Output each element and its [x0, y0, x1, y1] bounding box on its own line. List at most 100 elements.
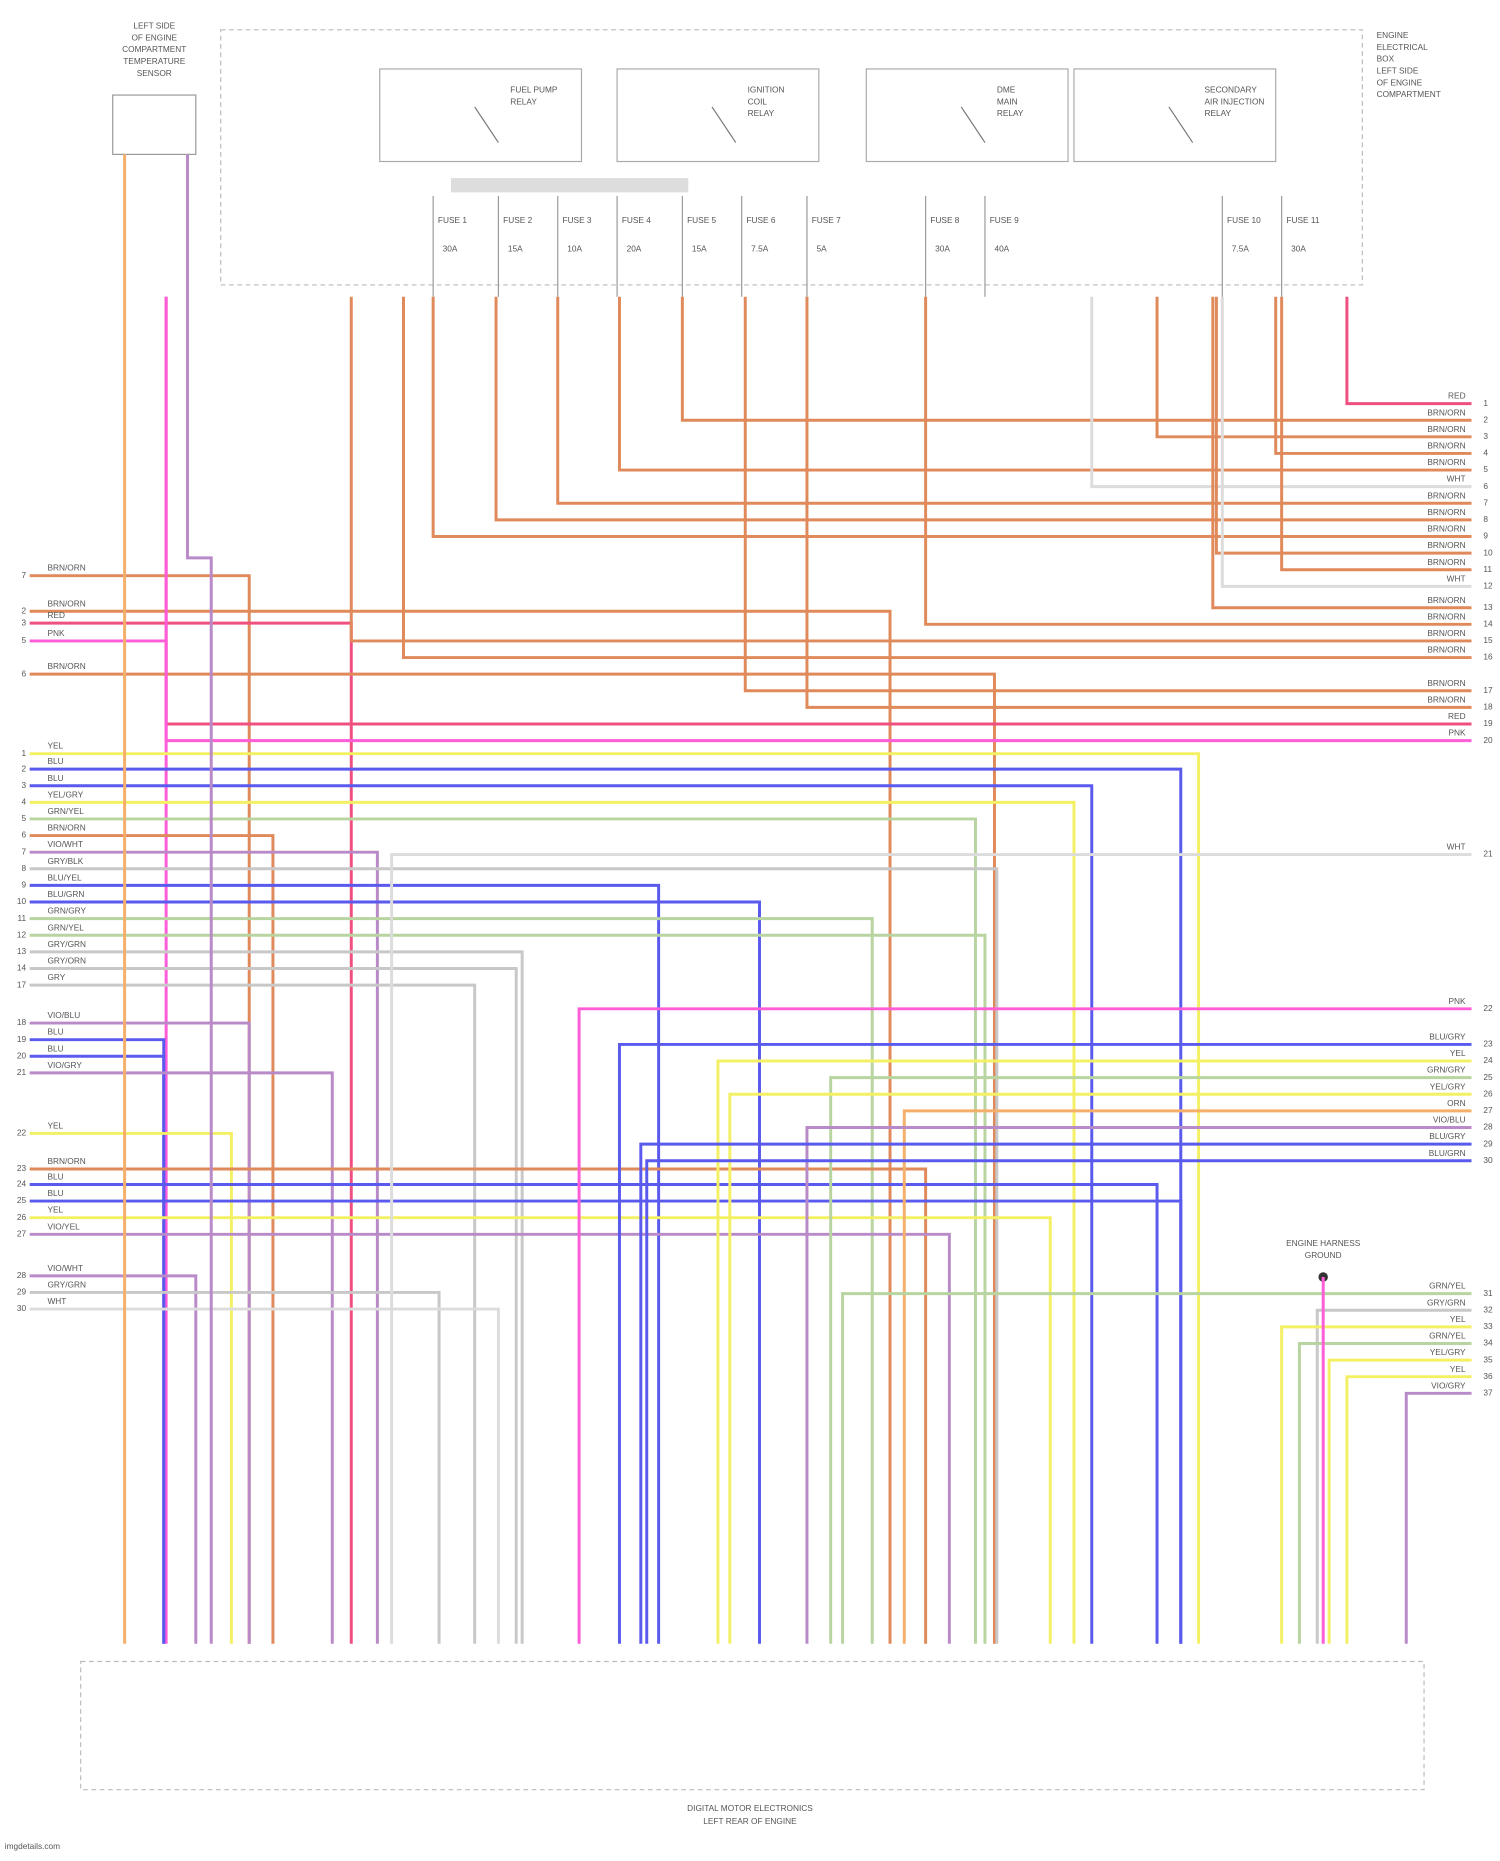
wire [617, 1042, 1472, 1644]
wire [29, 752, 1201, 1644]
wire [29, 950, 524, 1644]
wire-color: YEL/GRY [1430, 1081, 1466, 1091]
wire [29, 1199, 1183, 1644]
wire [1327, 1358, 1472, 1644]
pin-number: 34 [1483, 1338, 1493, 1348]
pin-number: 19 [17, 1034, 27, 1044]
wire-color: BRN/ORN [1427, 407, 1465, 417]
wire-color: BRN/ORN [1427, 611, 1465, 621]
wire [29, 900, 761, 1644]
wire [29, 1021, 251, 1644]
wire [494, 296, 1472, 522]
pin-number: 11 [17, 913, 26, 923]
fuse-name: FUSE 3 [563, 215, 592, 225]
wire [29, 834, 275, 1644]
pin-number: 2 [21, 763, 26, 773]
wire-color: PNK [1449, 728, 1467, 738]
label: ENGINE [1377, 30, 1409, 40]
pin-number: 37 [1483, 1388, 1493, 1398]
pin-number: 13 [17, 946, 27, 956]
relay-switch [474, 106, 499, 143]
pin-number: 31 [1483, 1288, 1493, 1298]
pin-number: 15 [1483, 635, 1493, 645]
wire-color: ORN [1447, 1098, 1465, 1108]
pin-number: 6 [1483, 481, 1488, 491]
pin-number: 9 [1483, 531, 1488, 541]
fuse-rating: 30A [935, 244, 950, 254]
wire-color: BRN/ORN [1427, 540, 1465, 550]
label: RELAY [510, 96, 537, 106]
label: DME [997, 84, 1016, 94]
pin-number: 4 [1483, 448, 1488, 458]
pin-number: 5 [21, 813, 26, 823]
wire [29, 817, 977, 1644]
label: SECONDARY [1205, 84, 1258, 94]
wire [29, 672, 996, 1644]
wire-color: BRN/ORN [1427, 457, 1465, 467]
pin-number: 12 [17, 929, 27, 939]
relay [865, 68, 1069, 163]
pin-number: 1 [21, 748, 26, 758]
label: BOX [1377, 54, 1395, 64]
wire [29, 1167, 928, 1644]
wire-color: YEL [1450, 1364, 1466, 1374]
wire-color: VIO/WHT [47, 839, 83, 849]
wire [431, 296, 1472, 538]
pin-number: 6 [21, 668, 26, 678]
wire-color: BLU/YEL [47, 872, 82, 882]
wire-color: YEL [47, 1120, 63, 1130]
wire [349, 296, 1472, 643]
fuse-rating: 20A [627, 244, 642, 254]
wire [902, 1109, 1472, 1644]
wire [29, 1054, 166, 1644]
wire-color: BLU/GRY [1429, 1031, 1466, 1041]
wire-color: GRN/YEL [47, 806, 84, 816]
wire [716, 1059, 1472, 1644]
wire [29, 1274, 198, 1644]
wire [728, 1092, 1472, 1644]
wire-color: GRY/BLK [47, 856, 83, 866]
wire [1211, 296, 1472, 610]
pin-number: 21 [1483, 849, 1493, 859]
fuse-rating: 7.5A [751, 244, 769, 254]
pin-number: 23 [1483, 1039, 1493, 1049]
fuse-name: FUSE 5 [687, 215, 716, 225]
wire-color: BLU/GRN [47, 889, 84, 899]
wire [1280, 296, 1472, 572]
fuse-rating: 30A [443, 244, 458, 254]
wire [924, 296, 1472, 626]
wire-color: BLU [47, 1188, 63, 1198]
wire-color: PNK [1449, 996, 1467, 1006]
sensor-box [112, 94, 197, 155]
wire-color: BRN/ORN [1427, 424, 1465, 434]
wire [29, 574, 251, 1644]
wire [680, 296, 1472, 422]
wire [829, 1076, 1472, 1644]
wire [29, 1290, 441, 1644]
wire-color: BRN/ORN [1427, 628, 1465, 638]
wire-color: BRN/ORN [1427, 507, 1465, 517]
label: TEMPERATURE [123, 56, 186, 66]
pin-number: 30 [17, 1303, 27, 1313]
relay-switch [1168, 106, 1194, 143]
pin-number: 8 [1483, 514, 1488, 524]
pin-number: 1 [1483, 398, 1488, 408]
pin-number: 35 [1483, 1354, 1493, 1364]
fuse-rating: 10A [567, 244, 582, 254]
wire [29, 1071, 334, 1644]
wire-color: GRY/GRN [47, 1280, 86, 1290]
wire-color: YEL [1450, 1048, 1466, 1058]
wire-color: BLU/GRN [1429, 1148, 1466, 1158]
label: LEFT REAR OF ENGINE [703, 1816, 797, 1826]
wire [164, 296, 1472, 743]
label: MAIN [997, 96, 1018, 106]
wire-color: BRN/ORN [1427, 490, 1465, 500]
pin-number: 4 [21, 797, 26, 807]
pin-number: 12 [1483, 581, 1493, 591]
wire-color: VIO/BLU [1433, 1115, 1466, 1125]
wire [841, 1292, 1472, 1644]
label: COIL [748, 96, 768, 106]
label: COMPARTMENT [1377, 89, 1441, 99]
pin-number: 27 [17, 1228, 27, 1238]
